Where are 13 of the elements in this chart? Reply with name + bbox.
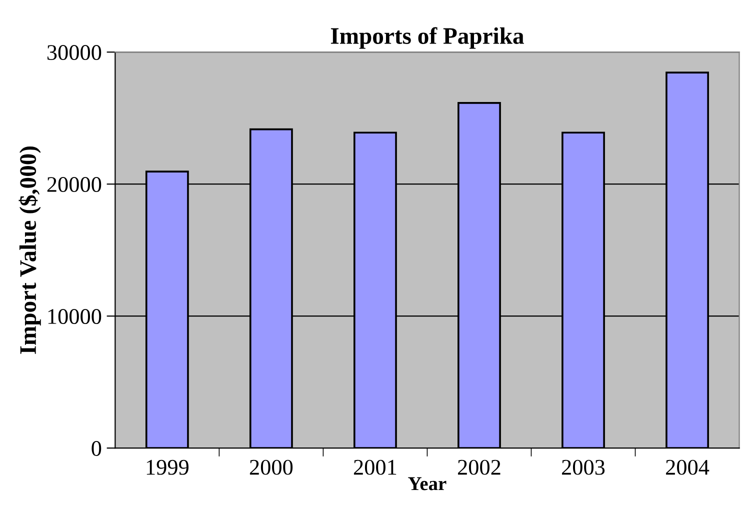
y-tick-label: 20000 — [47, 177, 102, 192]
x-axis-title: Year — [408, 477, 446, 490]
x-tick-label: 2003 — [562, 460, 605, 475]
x-tick-label: 2000 — [250, 460, 293, 475]
y-tick-label: 10000 — [48, 309, 102, 324]
y-axis-title: Import Value ($,000) — [18, 146, 41, 354]
y-tick-label: 30000 — [47, 45, 102, 60]
x-tick-label: 2002 — [458, 460, 500, 475]
y-tick-label: 0 — [92, 440, 102, 456]
x-tick-label: 1999 — [146, 460, 188, 475]
x-tick-label: 2004 — [666, 460, 710, 475]
x-tick-label: 2001 — [354, 460, 396, 475]
chart-title: Imports of Paprika — [330, 27, 524, 49]
